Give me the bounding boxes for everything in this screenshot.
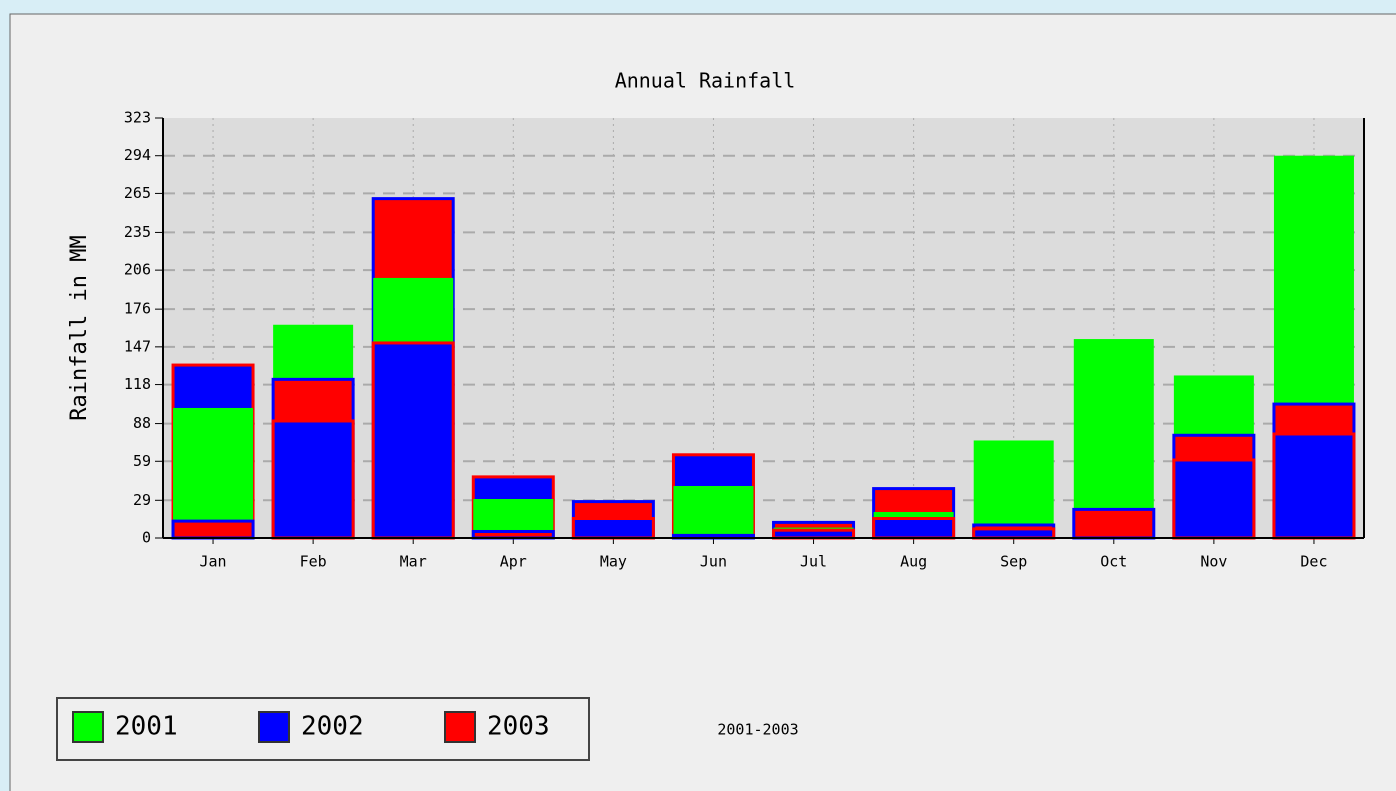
y-tick-label: 29 xyxy=(133,491,151,509)
x-tick-label: Feb xyxy=(300,553,327,571)
x-tick-label: Dec xyxy=(1300,553,1327,571)
bar xyxy=(973,440,1054,538)
bar xyxy=(772,528,856,540)
y-tick-label: 0 xyxy=(142,529,151,547)
bar xyxy=(173,407,254,538)
legend-label: 2001 xyxy=(115,712,178,742)
x-tick-label: Apr xyxy=(500,553,527,571)
legend-swatch xyxy=(72,711,104,743)
x-tick-label: Jul xyxy=(800,553,827,571)
x-tick-label: Aug xyxy=(900,553,927,571)
y-tick-label: 88 xyxy=(133,414,151,432)
y-tick-label: 323 xyxy=(124,109,151,127)
y-tick-label: 235 xyxy=(124,223,151,241)
x-tick-label: Oct xyxy=(1100,553,1127,571)
x-tick-label: Sep xyxy=(1000,553,1027,571)
bar xyxy=(872,516,956,540)
x-tick-label: Mar xyxy=(400,553,427,571)
y-tick-label: 294 xyxy=(124,146,151,164)
x-tick-label: Jun xyxy=(700,553,727,571)
subtitle: 2001-2003 xyxy=(717,721,798,739)
bar xyxy=(371,341,455,540)
plot-area xyxy=(163,118,1364,538)
chart-title: Annual Rainfall xyxy=(615,69,796,93)
legend-swatch xyxy=(444,711,476,743)
y-tick-label: 206 xyxy=(124,261,151,279)
y-tick-label: 176 xyxy=(124,300,151,318)
legend-label: 2003 xyxy=(487,712,550,742)
x-tick-label: Nov xyxy=(1200,553,1227,571)
y-tick-label: 118 xyxy=(124,375,151,393)
bar xyxy=(571,516,655,540)
x-tick-label: May xyxy=(600,553,627,571)
bar xyxy=(1272,432,1356,540)
y-axis-label: Rainfall in MM xyxy=(67,235,92,420)
legend-swatch xyxy=(258,711,290,743)
bar xyxy=(171,519,255,540)
bar xyxy=(271,419,355,540)
legend-label: 2002 xyxy=(301,712,364,742)
legend xyxy=(56,697,590,761)
bar xyxy=(1073,339,1154,538)
bar xyxy=(1072,507,1156,540)
bar xyxy=(1172,458,1256,540)
bar xyxy=(673,485,754,538)
y-tick-label: 59 xyxy=(133,452,151,470)
y-tick-label: 147 xyxy=(124,337,151,355)
x-tick-label: Jan xyxy=(199,553,226,571)
y-tick-label: 265 xyxy=(124,184,151,202)
bar xyxy=(972,527,1056,540)
